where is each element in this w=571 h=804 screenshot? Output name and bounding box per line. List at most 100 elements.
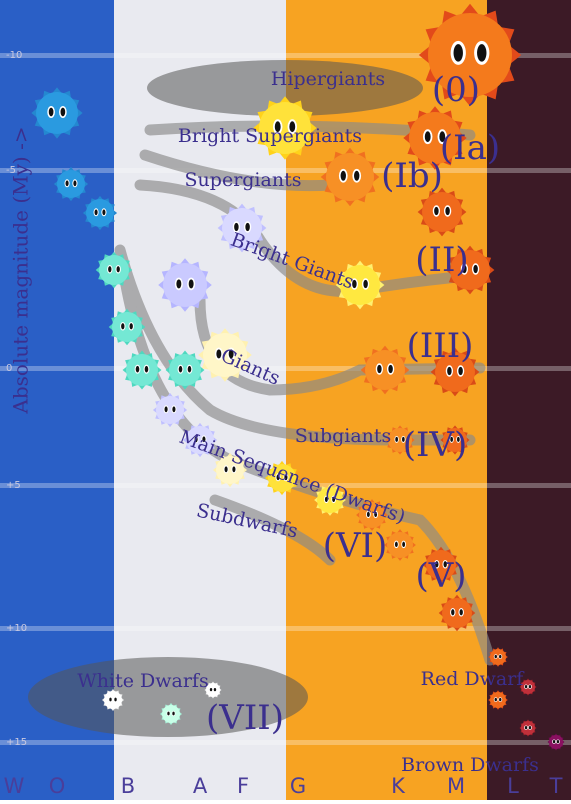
- star: [108, 308, 146, 346]
- star: [102, 689, 124, 711]
- star-body: [443, 428, 467, 452]
- star-pupil: [109, 697, 112, 702]
- star-body: [442, 598, 472, 628]
- star: [53, 166, 89, 202]
- spectral-class: F: [237, 774, 249, 798]
- y-tick-label: +5: [6, 480, 21, 491]
- star-pupil: [445, 206, 450, 216]
- star: [182, 422, 218, 458]
- star-pupil: [135, 365, 140, 373]
- star-body: [156, 396, 184, 424]
- star-pupil: [435, 561, 439, 568]
- star-pupil: [453, 44, 463, 62]
- star-body: [490, 649, 506, 665]
- star: [212, 452, 248, 488]
- star-pupil: [447, 366, 452, 376]
- region-class: (VI): [323, 526, 388, 566]
- star-pupil: [340, 170, 346, 181]
- star-pupil: [209, 688, 213, 692]
- star: [264, 460, 300, 496]
- star: [314, 484, 346, 516]
- axis-label: Absolute magnitude (My) ->: [9, 126, 33, 414]
- region-name: Bright Supergiants: [178, 125, 362, 147]
- star-pupil: [528, 726, 532, 730]
- star-pupil: [556, 740, 560, 744]
- star-body: [521, 721, 535, 735]
- region-name: White Dwarfs: [77, 670, 208, 692]
- star-pupil: [172, 711, 175, 716]
- star-pupil: [552, 740, 556, 744]
- star-pupil: [352, 279, 357, 289]
- star-pupil: [187, 365, 192, 373]
- star-pupil: [178, 365, 183, 373]
- star: [403, 106, 467, 170]
- star: [82, 195, 118, 231]
- spectral-class: T: [549, 774, 563, 798]
- spectral-class: L: [507, 774, 519, 798]
- star-pupil: [450, 436, 453, 442]
- star-pupil: [284, 474, 288, 481]
- star: [165, 350, 205, 390]
- star-pupil: [228, 349, 234, 359]
- star-pupil: [94, 209, 98, 216]
- region-class: (VII): [206, 698, 284, 738]
- star-pupil: [388, 364, 393, 374]
- y-tick-label: +10: [6, 623, 27, 634]
- star-pupil: [108, 266, 112, 273]
- star-body: [435, 352, 475, 392]
- star-pupil: [354, 170, 360, 181]
- star: [158, 258, 212, 312]
- star-body: [387, 532, 413, 558]
- star-body: [86, 199, 114, 227]
- region-name: Supergiants: [185, 169, 302, 191]
- star: [95, 251, 133, 289]
- star-pupil: [462, 264, 467, 274]
- star: [422, 546, 460, 584]
- star-pupil: [60, 107, 66, 117]
- star: [152, 392, 188, 428]
- star-pupil: [395, 436, 398, 442]
- star: [360, 345, 410, 395]
- star-pupil: [494, 697, 497, 702]
- star-body: [104, 691, 122, 709]
- region-name: Brown Dwarfs: [401, 754, 539, 776]
- star-pupil: [524, 726, 528, 730]
- star: [417, 187, 467, 237]
- star-pupil: [458, 366, 463, 376]
- star-pupil: [459, 609, 463, 616]
- star-body: [36, 92, 78, 134]
- star-body: [317, 487, 343, 513]
- star-body: [490, 692, 506, 708]
- star-body: [126, 354, 158, 386]
- star: [519, 678, 537, 696]
- star-pupil: [439, 131, 446, 143]
- spectral-class: O: [49, 774, 66, 798]
- star: [122, 350, 162, 390]
- band-dark: [487, 0, 571, 800]
- region-class: (0): [432, 70, 480, 110]
- star-pupil: [366, 511, 370, 518]
- star-pupil: [377, 364, 382, 374]
- star-pupil: [224, 466, 228, 473]
- region-class: (Ib): [381, 156, 443, 196]
- y-tick-label: -5: [6, 165, 16, 176]
- star-pupil: [402, 541, 406, 548]
- star-body: [428, 13, 512, 97]
- star-pupil: [194, 436, 198, 443]
- star: [547, 733, 565, 751]
- star-body: [186, 426, 214, 454]
- star-pupil: [434, 206, 439, 216]
- region-class: (III): [407, 326, 474, 366]
- star-pupil: [332, 496, 336, 503]
- star-body: [222, 208, 262, 248]
- star-body: [521, 680, 535, 694]
- star-body: [99, 255, 129, 285]
- blobs: [28, 60, 423, 737]
- star: [320, 147, 380, 207]
- star: [217, 203, 267, 253]
- star-pupil: [116, 266, 120, 273]
- star-body: [340, 265, 380, 305]
- star-pupil: [102, 209, 106, 216]
- star-pupil: [394, 541, 398, 548]
